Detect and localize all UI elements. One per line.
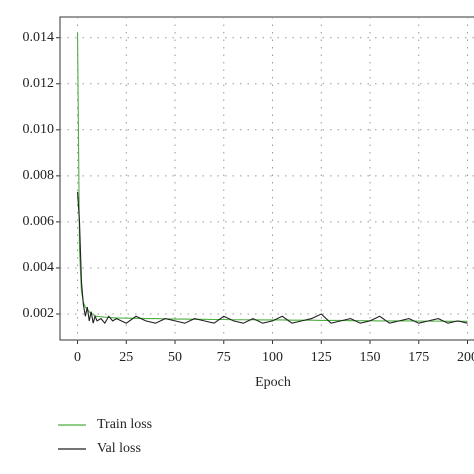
- y-tick-label: 0.010: [23, 122, 55, 137]
- x-tick-label: 175: [408, 350, 429, 365]
- x-tick-label: 200: [457, 350, 474, 365]
- x-tick-label: 125: [311, 350, 332, 365]
- plot-frame: [59, 16, 474, 341]
- series-line: [77, 33, 468, 322]
- y-tick-label: 0.004: [23, 260, 55, 275]
- legend-label: Val loss: [97, 441, 141, 456]
- y-tick-label: 0.006: [23, 214, 55, 229]
- y-tick-label: 0.012: [23, 76, 55, 91]
- x-tick-label: 25: [119, 350, 133, 365]
- y-tick-label: 0.002: [23, 306, 55, 321]
- x-tick-label: 50: [168, 350, 182, 365]
- x-tick-label: 150: [360, 350, 381, 365]
- x-tick-label: 75: [217, 350, 231, 365]
- legend-label: Train loss: [97, 417, 152, 432]
- x-axis-label: Epoch: [255, 375, 291, 390]
- x-tick-label: 100: [262, 350, 283, 365]
- series-line: [77, 191, 468, 325]
- x-tick-label: 0: [74, 350, 81, 365]
- y-tick-label: 0.014: [23, 30, 55, 45]
- y-tick-label: 0.008: [23, 168, 55, 183]
